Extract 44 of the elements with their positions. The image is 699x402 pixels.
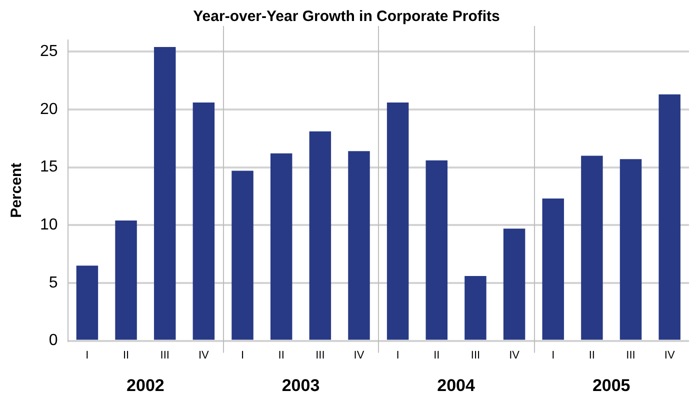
y-tick-label: 5 bbox=[48, 274, 58, 292]
bar bbox=[309, 131, 332, 340]
bar bbox=[503, 228, 526, 340]
x-tick-label: II bbox=[122, 349, 130, 362]
bar bbox=[620, 159, 642, 340]
x-tick-label: I bbox=[552, 349, 555, 362]
x-tick-label: I bbox=[396, 349, 400, 362]
y-tick-label: 25 bbox=[40, 42, 58, 60]
x-tick-label: IV bbox=[354, 349, 365, 362]
x-tick-label: II bbox=[278, 349, 284, 362]
text: 2002 bbox=[126, 376, 164, 395]
y-tick-label: 10 bbox=[40, 216, 58, 234]
bar bbox=[115, 220, 137, 340]
x-tick-label: I bbox=[86, 349, 89, 362]
bar bbox=[270, 153, 292, 340]
bar bbox=[464, 276, 486, 340]
y-tick-label: 0 bbox=[48, 332, 58, 350]
text: 2005 bbox=[592, 376, 630, 395]
bar bbox=[154, 46, 176, 340]
x-tick-label: III bbox=[316, 349, 325, 362]
bar bbox=[426, 160, 448, 340]
x-tick-label: III bbox=[470, 349, 480, 362]
bar bbox=[76, 266, 98, 340]
x-tick-label: IV bbox=[509, 349, 520, 362]
bar bbox=[348, 151, 370, 340]
bar bbox=[581, 156, 603, 340]
x-tick-label: IV bbox=[664, 349, 676, 362]
y-tick-label: 15 bbox=[40, 158, 58, 176]
bar bbox=[658, 94, 680, 340]
bar bbox=[542, 198, 564, 340]
bar bbox=[386, 102, 409, 340]
x-tick-label: II bbox=[588, 349, 595, 362]
chart-title: Year-over-Year Growth in Corporate Profits bbox=[193, 8, 500, 26]
bar bbox=[232, 170, 254, 340]
x-tick-label: I bbox=[240, 349, 244, 362]
text: 2004 bbox=[437, 376, 476, 395]
bar bbox=[192, 102, 215, 340]
x-tick-label: III bbox=[626, 349, 636, 362]
y-tick-label: 20 bbox=[40, 100, 58, 118]
y-axis-title: Percent bbox=[8, 162, 26, 218]
x-tick-label: III bbox=[160, 349, 170, 362]
x-tick-label: IV bbox=[198, 349, 210, 362]
x-tick-label: II bbox=[434, 349, 440, 362]
text: 2003 bbox=[282, 376, 320, 395]
